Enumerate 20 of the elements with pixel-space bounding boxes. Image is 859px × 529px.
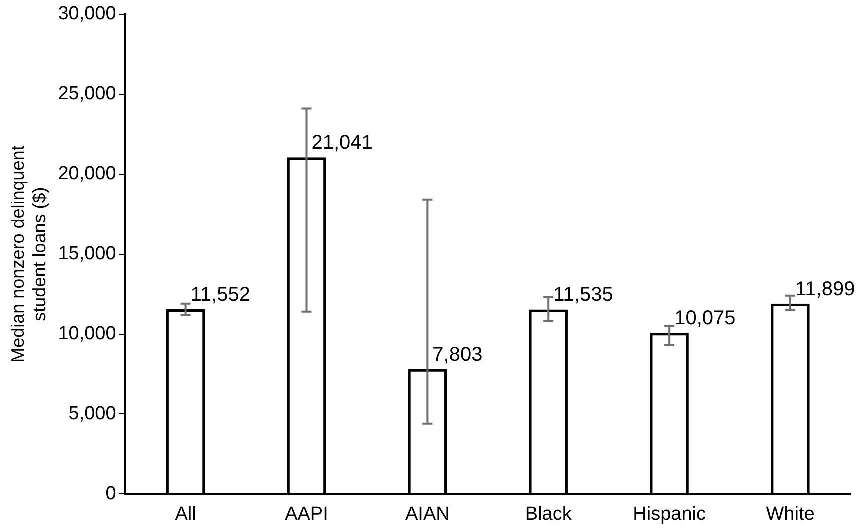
x-tick-label: AIAN	[406, 504, 450, 525]
y-tick-label: 5,000	[68, 403, 116, 424]
x-tick-label: All	[175, 504, 196, 525]
y-tick-label: 0	[106, 483, 116, 504]
data-label: 21,041	[312, 132, 373, 154]
x-tick-label: White	[766, 504, 815, 525]
y-axis-title: Median nonzero delinquent student loans ($)	[8, 146, 50, 363]
data-label: 10,075	[674, 308, 736, 330]
y-tick-label: 25,000	[58, 84, 116, 105]
data-label: 11,535	[554, 284, 614, 306]
x-tick-label: AAPI	[285, 504, 328, 525]
y-tick-label: 15,000	[58, 244, 116, 265]
x-tick-label: Black	[525, 504, 572, 525]
data-label: 11,552	[190, 284, 250, 306]
y-tick-label: 30,000	[58, 4, 116, 25]
y-tick-label: 20,000	[58, 164, 116, 185]
data-label: 7,803	[432, 344, 483, 366]
y-tick-label: 10,000	[58, 324, 116, 344]
x-tick-label: Hispanic	[633, 504, 706, 525]
data-label: 11,899	[796, 278, 856, 300]
